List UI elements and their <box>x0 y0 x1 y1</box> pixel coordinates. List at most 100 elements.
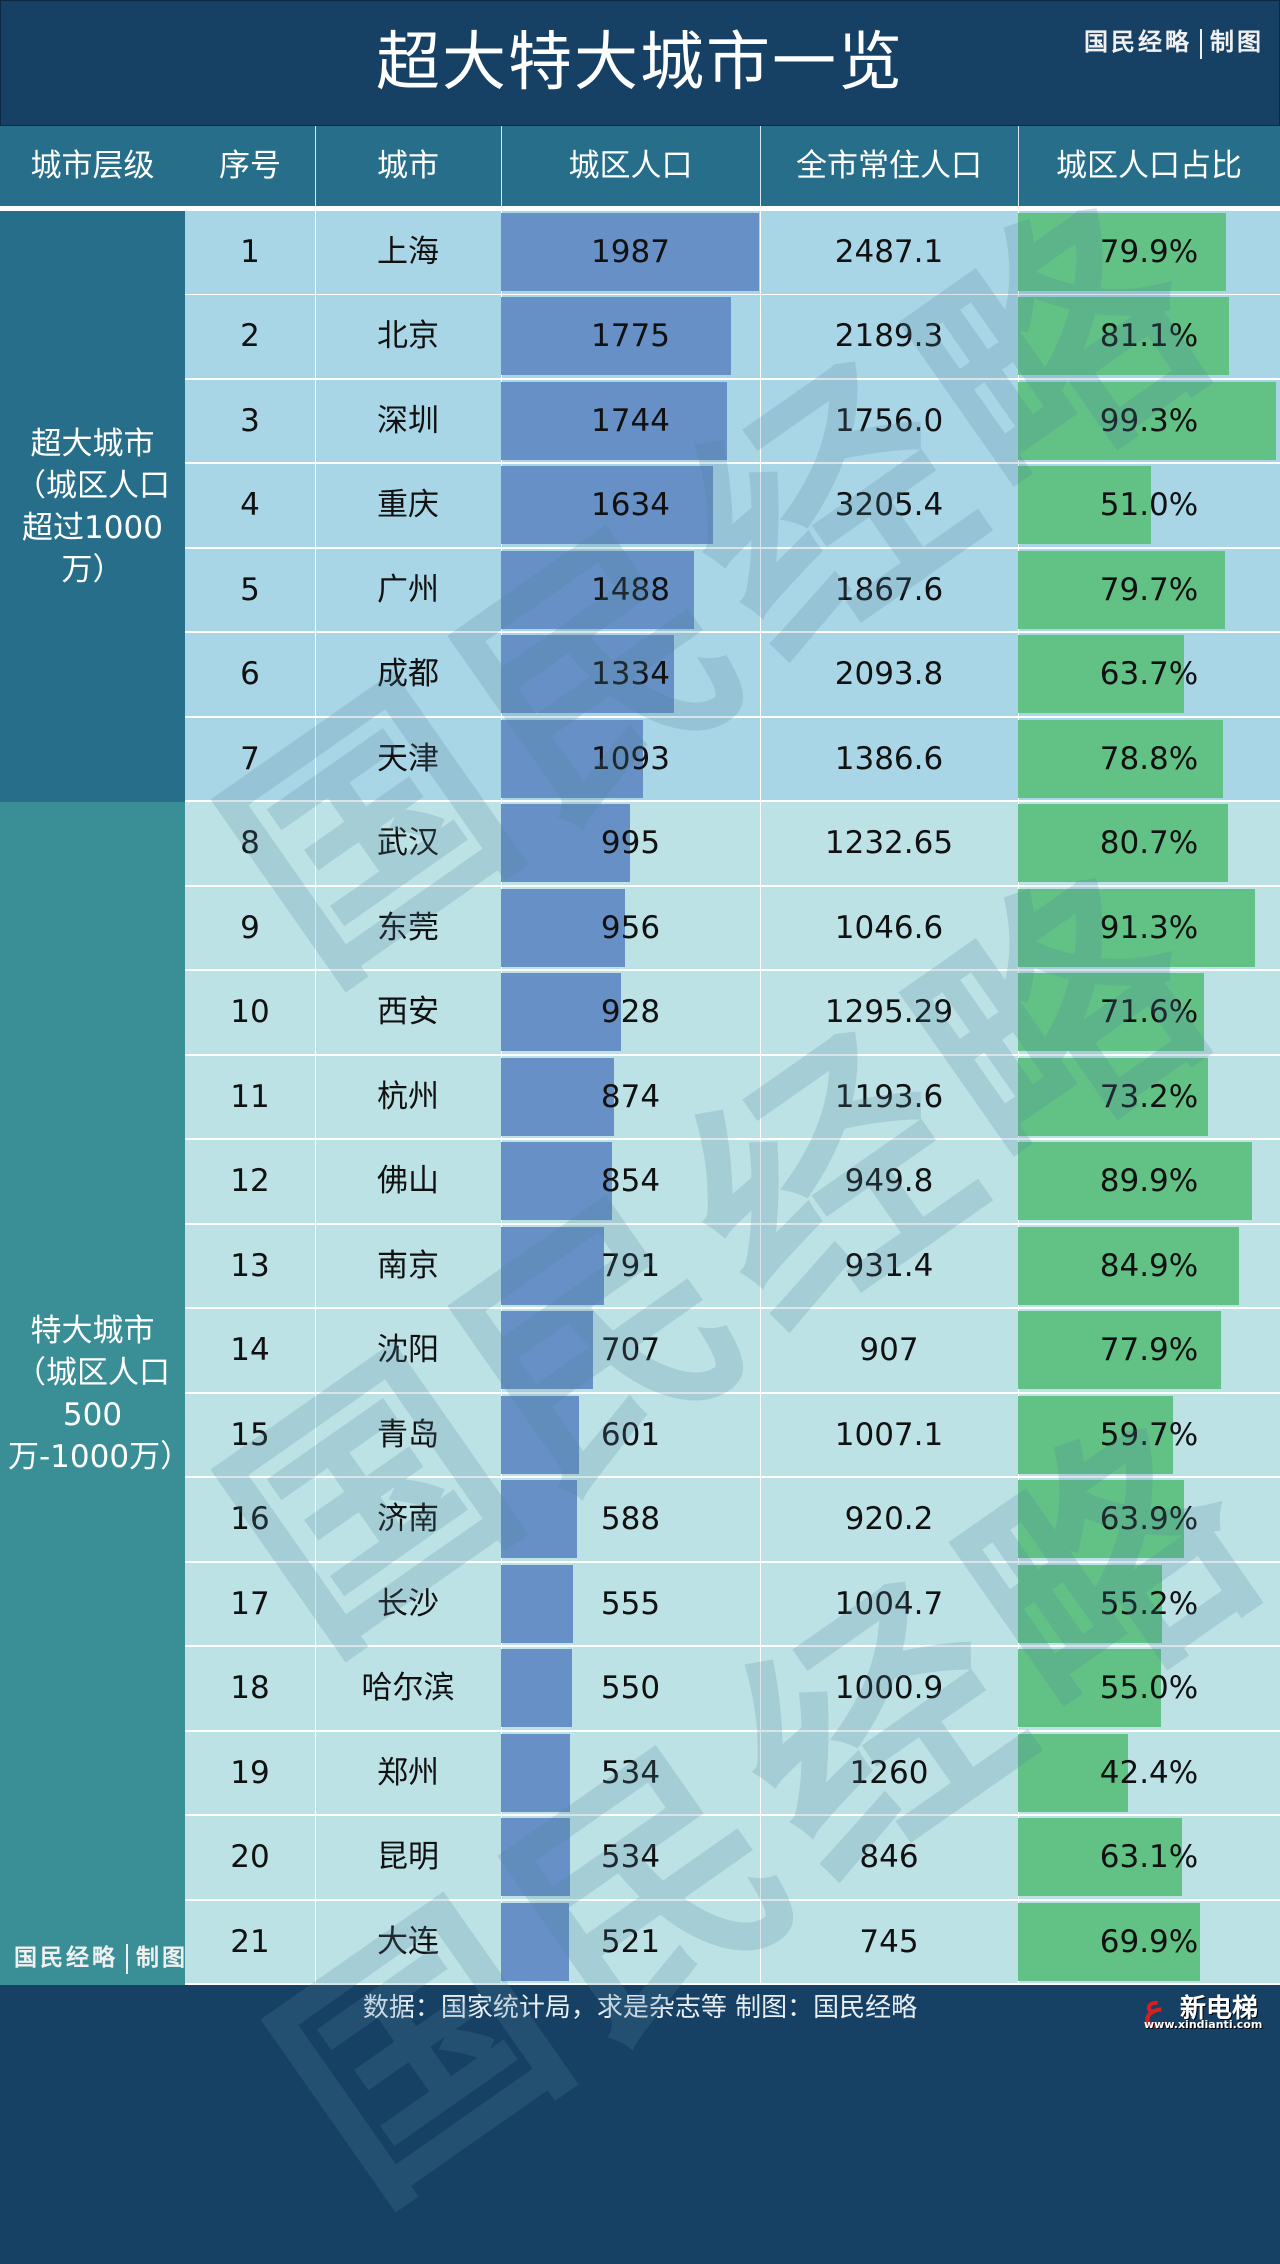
divider <box>760 126 761 206</box>
table-row: 20 昆明 534 846 63.1% <box>185 1816 1280 1901</box>
divider <box>315 295 316 380</box>
city-cell: 重庆 <box>377 487 439 524</box>
city-cell: 大连 <box>377 1923 439 1960</box>
urban-pop-bar <box>501 1649 573 1728</box>
rank-cell: 1 <box>240 234 260 270</box>
urban-pop-bar <box>501 1818 571 1897</box>
urban-ratio-cell: 84.9% <box>1099 1247 1199 1284</box>
urban-pop-cell: 854 <box>600 1163 661 1200</box>
total-pop-cell: 1193.6 <box>834 1078 944 1115</box>
table-row: 14 沈阳 707 907 77.9% <box>185 1309 1280 1394</box>
column-header-total-pop: 全市常住人口 <box>796 148 982 184</box>
total-pop-cell: 1232.65 <box>824 825 954 862</box>
urban-ratio-cell: 91.3% <box>1099 909 1199 946</box>
credit-top: 国民经略 制图 <box>1084 22 1264 59</box>
urban-ratio-bar <box>1018 635 1184 714</box>
divider <box>760 1900 761 1985</box>
divider <box>315 1055 316 1140</box>
table-row: 15 青岛 601 1007.1 59.7% <box>185 1393 1280 1479</box>
table-row: 17 长沙 555 1004.7 55.2% <box>185 1562 1280 1648</box>
divider <box>760 1478 761 1563</box>
urban-ratio-bar <box>1018 1480 1185 1559</box>
city-cell: 东莞 <box>377 909 439 946</box>
urban-pop-cell: 1987 <box>591 234 670 270</box>
urban-ratio-bar <box>1018 888 1256 967</box>
urban-ratio-cell: 78.8% <box>1099 740 1199 777</box>
city-cell: 沈阳 <box>377 1332 439 1369</box>
divider <box>760 1140 761 1225</box>
divider <box>315 1140 316 1225</box>
group-label-text: 超大城市（城区人口超过1000万） <box>15 425 170 588</box>
divider <box>760 971 761 1056</box>
divider <box>315 802 316 887</box>
credit-bottom: 国民经略 制图 <box>14 1938 188 1974</box>
table-row: 10 西安 928 1295.29 71.6% <box>185 971 1280 1056</box>
divider <box>315 379 316 464</box>
urban-ratio-cell: 71.6% <box>1099 994 1199 1031</box>
urban-pop-bar <box>501 1564 574 1643</box>
urban-ratio-bar <box>1018 973 1205 1052</box>
rank-cell: 10 <box>230 994 270 1031</box>
urban-pop-cell: 1334 <box>591 656 670 693</box>
table-row: 1 上海 1987 2487.1 79.9% <box>185 211 1280 296</box>
urban-pop-cell: 1093 <box>591 740 670 777</box>
divider <box>1200 28 1202 59</box>
divider <box>315 211 316 295</box>
urban-pop-bar <box>501 1226 604 1305</box>
table-row: 19 郑州 534 1260 42.4% <box>185 1731 1280 1817</box>
city-cell: 深圳 <box>377 402 439 439</box>
divider <box>315 1647 316 1732</box>
total-pop-cell: 2189.3 <box>834 318 944 355</box>
urban-pop-cell: 555 <box>600 1585 661 1622</box>
urban-pop-bar <box>501 1902 569 1981</box>
urban-pop-cell: 1744 <box>591 402 670 439</box>
urban-ratio-cell: 89.9% <box>1099 1163 1199 1200</box>
total-pop-cell: 1386.6 <box>834 740 944 777</box>
city-cell: 济南 <box>377 1501 439 1538</box>
urban-ratio-cell: 81.1% <box>1099 318 1199 355</box>
urban-ratio-bar <box>1018 1733 1129 1812</box>
city-cell: 广州 <box>377 571 439 608</box>
urban-pop-cell: 791 <box>600 1247 661 1284</box>
table-row: 3 深圳 1744 1756.0 99.3% <box>185 379 1280 465</box>
rank-cell: 20 <box>230 1839 270 1876</box>
urban-pop-bar <box>501 1395 580 1474</box>
group-label-megacity: 超大城市（城区人口超过1000万） <box>0 211 185 802</box>
total-pop-cell: 1756.0 <box>834 402 944 439</box>
title-band <box>0 0 1280 126</box>
table-row: 21 大连 521 745 69.9% <box>185 1900 1280 1986</box>
urban-ratio-cell: 55.0% <box>1099 1670 1199 1707</box>
logo-name: 新电梯 <box>1180 1994 1259 2024</box>
urban-ratio-bar <box>1018 1564 1162 1643</box>
total-pop-cell: 1000.9 <box>834 1670 944 1707</box>
page-title: 超大特大城市一览 <box>376 26 904 100</box>
rank-cell: 3 <box>240 402 260 439</box>
credit-org: 国民经略 <box>14 1944 118 1971</box>
urban-ratio-bar <box>1018 466 1151 545</box>
urban-ratio-bar <box>1018 719 1223 798</box>
column-header-level: 城市层级 <box>30 148 155 184</box>
total-pop-cell: 931.4 <box>844 1247 934 1284</box>
total-pop-cell: 920.2 <box>844 1501 934 1538</box>
divider <box>315 1224 316 1309</box>
urban-ratio-bar <box>1018 1142 1252 1221</box>
divider <box>760 379 761 464</box>
urban-pop-bar <box>501 719 643 798</box>
urban-ratio-cell: 79.7% <box>1099 571 1199 608</box>
rank-cell: 21 <box>230 1923 270 1960</box>
rank-cell: 2 <box>240 318 260 355</box>
total-pop-cell: 3205.4 <box>834 487 944 524</box>
divider <box>760 717 761 802</box>
city-cell: 郑州 <box>377 1754 439 1791</box>
divider <box>760 295 761 380</box>
table-header: 城市层级 序号 城市 城区人口 全市常住人口 城区人口占比 <box>0 126 1280 211</box>
column-header-city: 城市 <box>377 148 439 184</box>
total-pop-cell: 2093.8 <box>834 656 944 693</box>
city-cell: 佛山 <box>377 1163 439 1200</box>
source-note: 数据：国家统计局，求是杂志等 制图：国民经略 <box>362 1993 918 2023</box>
urban-ratio-bar <box>1018 1818 1183 1897</box>
city-cell: 长沙 <box>377 1585 439 1622</box>
city-cell: 天津 <box>377 740 439 777</box>
total-pop-cell: 1867.6 <box>834 571 944 608</box>
divider <box>760 1393 761 1478</box>
